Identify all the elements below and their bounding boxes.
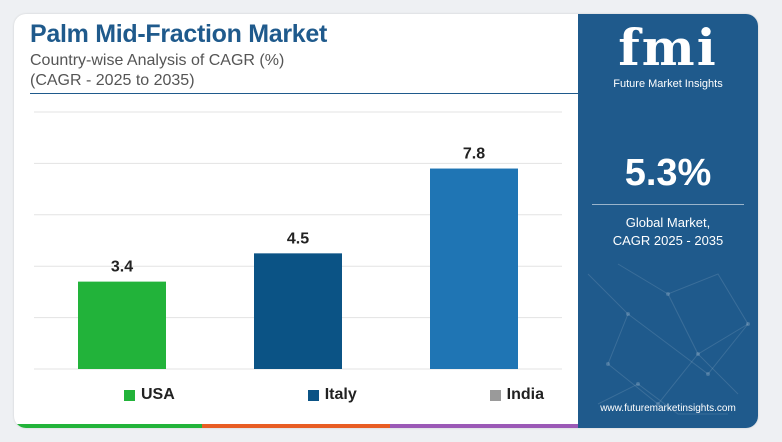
title-divider	[30, 93, 578, 94]
legend-swatch-usa	[124, 389, 135, 401]
global-cagr-label: Global Market, CAGR 2025 - 2035	[578, 214, 758, 250]
data-labels: 3.4 4.5 7.8	[111, 146, 485, 276]
summary-divider	[592, 204, 744, 205]
chart-subtitle: Country-wise Analysis of CAGR (%)	[30, 52, 285, 69]
network-pattern-decoration	[587, 263, 750, 415]
legend-swatch-india	[489, 389, 501, 401]
bar-india	[430, 168, 518, 369]
bottom-accent-bar	[14, 424, 578, 428]
bar-chart: 3.4 4.5 7.8	[34, 111, 562, 370]
legend-swatch-italy	[307, 389, 319, 401]
fmi-logo-subtext: Future Market Insights	[613, 78, 723, 90]
accent-segment-orange	[202, 424, 390, 428]
fmi-logo: fmi	[618, 18, 718, 77]
legend-label-italy: Italy	[324, 386, 357, 403]
accent-segment-green	[14, 424, 202, 428]
data-label-usa: 3.4	[111, 259, 133, 276]
legend-item-usa: USA	[124, 386, 175, 404]
legend: USA Italy India	[124, 384, 544, 406]
chart-period: (CAGR - 2025 to 2035)	[30, 72, 195, 89]
chart-card: Palm Mid-Fraction Market Country-wise An…	[14, 14, 758, 428]
legend-label-usa: USA	[141, 386, 175, 403]
chart-title: Palm Mid-Fraction Market	[30, 20, 328, 48]
bar-italy	[254, 253, 342, 369]
global-cagr-label-line2: CAGR 2025 - 2035	[612, 233, 724, 248]
website-url: www.futuremarketinsights.com	[600, 403, 736, 414]
summary-panel: fmi Future Market Insights 5.3% Global M…	[578, 14, 758, 428]
global-cagr-value: 5.3%	[624, 152, 712, 194]
data-label-italy: 4.5	[287, 230, 309, 247]
legend-label-india: India	[506, 386, 544, 403]
data-label-india: 7.8	[463, 146, 485, 163]
legend-item-india: India	[489, 386, 544, 404]
legend-item-italy: Italy	[307, 386, 357, 404]
accent-segment-purple	[390, 424, 578, 428]
bar-usa	[78, 281, 166, 369]
global-cagr-label-line1: Global Market,	[625, 215, 711, 230]
bars	[78, 168, 518, 369]
